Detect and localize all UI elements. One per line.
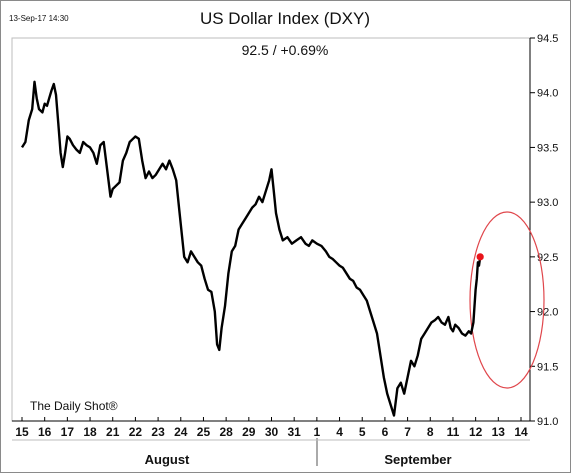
- plot-area-border: [11, 37, 531, 422]
- x-tick-label: 18: [83, 425, 97, 439]
- y-tick-label: 91.0: [537, 416, 558, 428]
- x-tick-label: 23: [151, 425, 165, 439]
- series-line-dxy: [20, 80, 482, 417]
- x-tick-label: 15: [15, 425, 29, 439]
- chart-subtitle: 92.5 / +0.69%: [242, 42, 329, 58]
- y-tick-label: 91.5: [537, 361, 558, 373]
- x-tick-label: 14: [514, 425, 528, 439]
- x-tick-label: 21: [106, 425, 120, 439]
- source-label: The Daily Shot®: [30, 399, 118, 413]
- x-tick-label: 12: [469, 425, 483, 439]
- x-tick-label: 4: [336, 425, 343, 439]
- y-tick-label: 92.5: [537, 252, 558, 264]
- x-tick-label: 7: [404, 425, 411, 439]
- x-tick-label: 6: [382, 425, 389, 439]
- y-axis-ticks: 94.5 94.0 93.5 93.0 92.5 92.0 91.5 91.0: [530, 33, 558, 428]
- x-tick-label: 30: [265, 425, 279, 439]
- month-label-september: September: [384, 452, 451, 467]
- y-tick-label: 92.0: [537, 307, 558, 319]
- x-tick-label: 5: [359, 425, 366, 439]
- y-tick-label: 93.5: [537, 142, 558, 154]
- x-tick-label: 17: [61, 425, 75, 439]
- x-tick-label: 13: [492, 425, 506, 439]
- y-tick-label: 94.0: [537, 88, 558, 100]
- x-tick-label: 8: [427, 425, 434, 439]
- highlight-ellipse: [469, 211, 545, 389]
- last-point-marker: [476, 253, 484, 261]
- x-tick-label: 11: [447, 425, 460, 439]
- timestamp-label: 13-Sep-17 14:30: [9, 14, 69, 23]
- x-tick-label: 28: [219, 425, 233, 439]
- x-tick-label: 24: [174, 425, 188, 439]
- chart-title: US Dollar Index (DXY): [200, 9, 370, 28]
- month-label-august: August: [145, 452, 190, 467]
- x-tick-label: 1: [314, 425, 321, 439]
- x-tick-label: 29: [242, 425, 256, 439]
- y-tick-label: 93.0: [537, 197, 558, 209]
- x-tick-label: 16: [38, 425, 52, 439]
- x-tick-label: 22: [129, 425, 143, 439]
- y-tick-label: 94.5: [537, 33, 558, 45]
- x-tick-label: 25: [197, 425, 211, 439]
- x-tick-label: 31: [288, 425, 302, 439]
- x-axis-ticks: 15 16 17 18 21 22 23 24 25 28 29 30 31 1 4 5 6 7 8 11 12 13 14: [15, 417, 528, 439]
